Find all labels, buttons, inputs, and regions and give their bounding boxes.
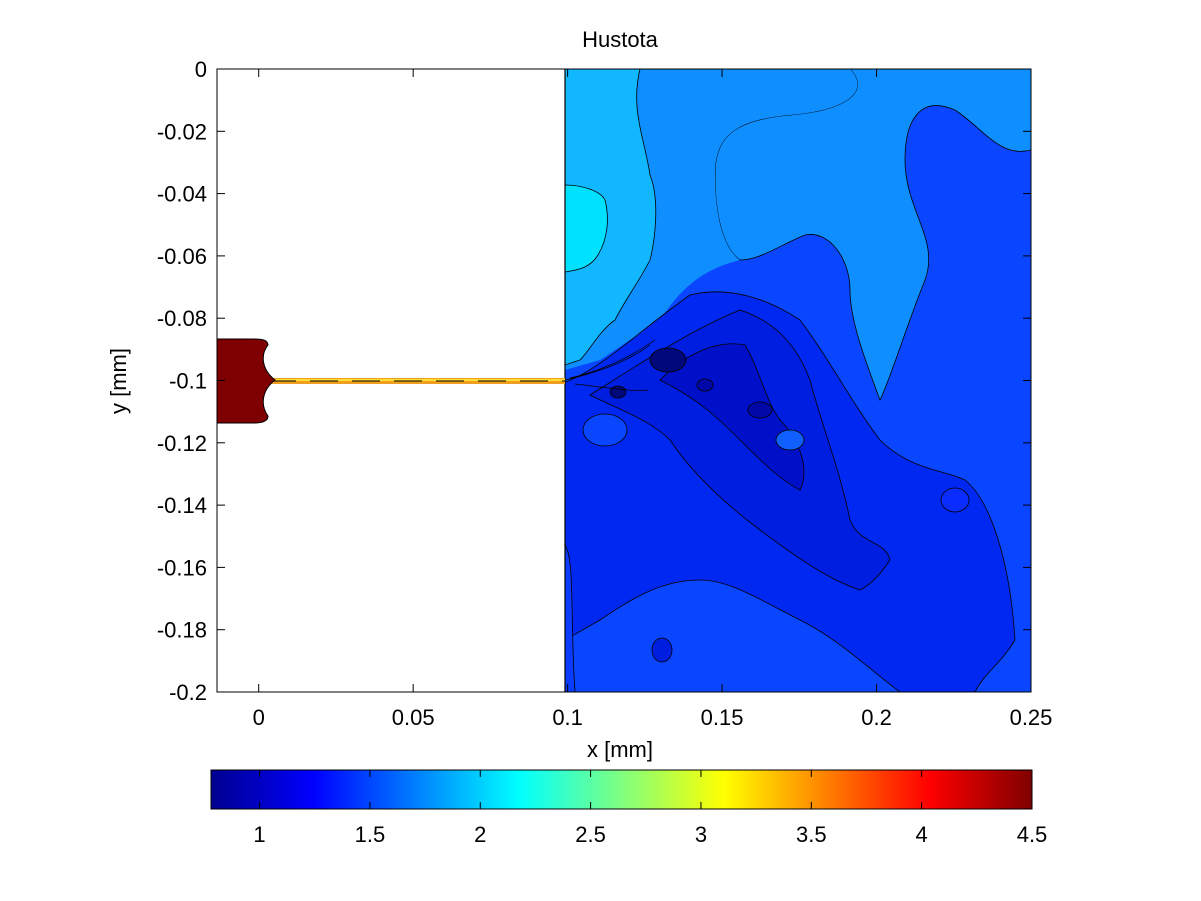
contour-blob-2 [747,401,773,419]
colorbar-tick-label: 4 [916,822,928,847]
contour-band-core [659,343,805,491]
contour-blob-1 [775,429,805,451]
x-tick-label: 0.25 [1010,705,1053,730]
colorbar-tick-label: 3.5 [796,822,827,847]
y-axis-label: y [mm] [106,348,131,414]
y-tick-label: -0.12 [157,431,207,456]
x-tick-label: 0.05 [392,705,435,730]
y-tick-label: -0.2 [169,680,207,705]
y-tick-label: -0.18 [157,618,207,643]
x-tick-label: 0.2 [861,705,892,730]
x-tick-label: 0.1 [552,705,583,730]
colorbar-tick-label: 1 [253,822,265,847]
y-tick-label: -0.16 [157,555,207,580]
x-axis-label: x [mm] [587,737,653,762]
y-tick-label: -0.02 [157,119,207,144]
colorbar-ticks: 1 1.5 2 2.5 3 3.5 4 4.5 [253,770,1047,847]
contour-plot [217,69,1031,692]
x-tick-label: 0 [253,705,265,730]
contour-band-upper-left [564,69,657,366]
contour-blob-3 [649,347,687,373]
x-tick-label: 0.15 [701,705,744,730]
y-tick-label: -0.1 [169,369,207,394]
contour-blob-5 [696,378,714,392]
shock-lines [564,339,656,391]
colorbar-tick-label: 3 [695,822,707,847]
x-axis: 0 0.05 0.1 0.15 0.2 0.25 [253,69,1053,730]
sphere [217,338,276,424]
y-tick-label: 0 [195,57,207,82]
colorbar-tick-label: 1.5 [355,822,386,847]
colorbar-tick-label: 2 [474,822,486,847]
colorbar-tick-label: 4.5 [1017,822,1048,847]
colorbar [210,769,1033,810]
contour-blob-4 [609,385,627,399]
jet-strip [268,378,565,384]
y-tick-label: -0.08 [157,306,207,331]
contour-band-cyan [564,184,608,273]
contour-band-top [565,69,1031,401]
y-tick-label: -0.04 [157,182,207,207]
y-tick-label: -0.06 [157,244,207,269]
contour-blob-7 [940,487,970,513]
y-tick-label: -0.14 [157,493,207,518]
contour-blob-8 [651,637,673,663]
y-axis: 0 -0.02 -0.04 -0.06 -0.08 -0.1 -0.12 -0.14 -0.16… [157,57,1031,705]
colorbar-tick-label: 2.5 [575,822,606,847]
chart-title: Hustota [582,27,659,52]
contour-blob-6 [582,413,628,447]
